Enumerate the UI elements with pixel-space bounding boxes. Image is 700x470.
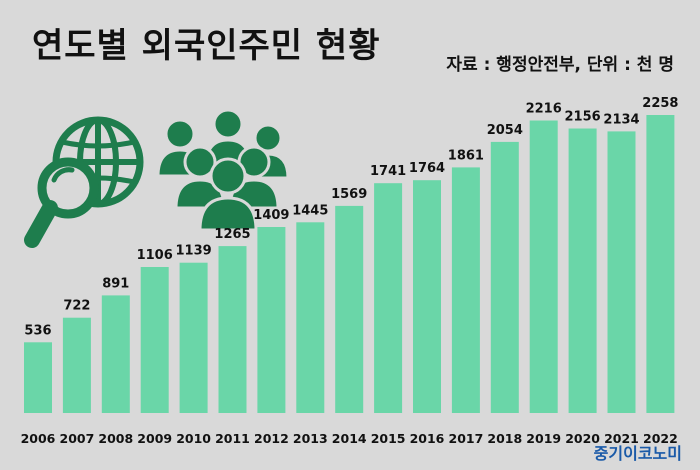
value-label-2017: 1861 xyxy=(448,148,484,163)
category-label-2011: 2011 xyxy=(215,431,250,446)
bar-2008 xyxy=(101,295,130,413)
bar-2015 xyxy=(374,183,403,413)
bar-2020 xyxy=(568,128,597,413)
category-label-2021: 2021 xyxy=(604,431,639,446)
chart-title: 연도별 외국인주민 현황 xyxy=(32,26,381,66)
bars-group xyxy=(24,115,675,413)
brand-logo: 중기이코노미 xyxy=(593,444,682,463)
category-label-2006: 2006 xyxy=(21,431,56,446)
value-label-2007: 722 xyxy=(63,299,90,314)
bar-2013 xyxy=(296,222,325,413)
value-label-2009: 1106 xyxy=(137,248,173,263)
bar-2014 xyxy=(335,205,364,413)
illustration xyxy=(24,110,290,248)
value-label-2013: 1445 xyxy=(292,203,328,218)
category-labels-group: 2006 2007 2008 2009 2010 2011 2012 2013 2014 2015… xyxy=(21,431,678,446)
value-label-2008: 891 xyxy=(102,276,129,291)
value-label-2006: 536 xyxy=(24,323,51,338)
category-label-2022: 2022 xyxy=(643,431,678,446)
bar-2006 xyxy=(24,342,52,413)
people-group-icon xyxy=(156,110,290,232)
globe-magnifier-icon xyxy=(24,116,144,248)
bar-2012 xyxy=(257,227,286,413)
bar-2022 xyxy=(646,115,675,413)
value-label-2018: 2054 xyxy=(487,123,523,138)
value-label-2021: 2134 xyxy=(603,112,639,127)
category-label-2019: 2019 xyxy=(526,431,561,446)
bar-2007 xyxy=(62,317,91,413)
bar-2019 xyxy=(529,120,558,413)
category-label-2009: 2009 xyxy=(137,431,172,446)
value-label-2012: 1409 xyxy=(253,208,289,223)
category-label-2016: 2016 xyxy=(410,431,445,446)
category-label-2017: 2017 xyxy=(449,431,484,446)
source-note: 자료 : 행정안전부, 단위 : 천 명 xyxy=(446,55,674,75)
bar-2009 xyxy=(140,267,169,413)
category-label-2010: 2010 xyxy=(176,431,211,446)
value-label-2020: 2156 xyxy=(565,110,601,125)
category-label-2014: 2014 xyxy=(332,431,367,446)
bar-2010 xyxy=(179,262,208,413)
category-label-2015: 2015 xyxy=(371,431,406,446)
bar-2011 xyxy=(218,246,247,413)
category-label-2012: 2012 xyxy=(254,431,289,446)
category-label-2020: 2020 xyxy=(565,431,600,446)
bar-2016 xyxy=(413,180,441,413)
category-label-2018: 2018 xyxy=(487,431,522,446)
value-label-2014: 1569 xyxy=(331,187,367,202)
bar-2017 xyxy=(451,167,480,413)
category-label-2008: 2008 xyxy=(98,431,133,446)
value-label-2016: 1764 xyxy=(409,161,445,176)
bar-2021 xyxy=(607,131,636,413)
category-label-2013: 2013 xyxy=(293,431,328,446)
category-label-2007: 2007 xyxy=(60,431,95,446)
value-label-2022: 2258 xyxy=(642,96,678,111)
bar-2018 xyxy=(490,141,519,413)
value-label-2015: 1741 xyxy=(370,164,406,179)
value-label-2010: 1139 xyxy=(176,244,212,259)
value-label-2011: 1265 xyxy=(214,227,250,242)
value-label-2019: 2216 xyxy=(526,102,562,117)
